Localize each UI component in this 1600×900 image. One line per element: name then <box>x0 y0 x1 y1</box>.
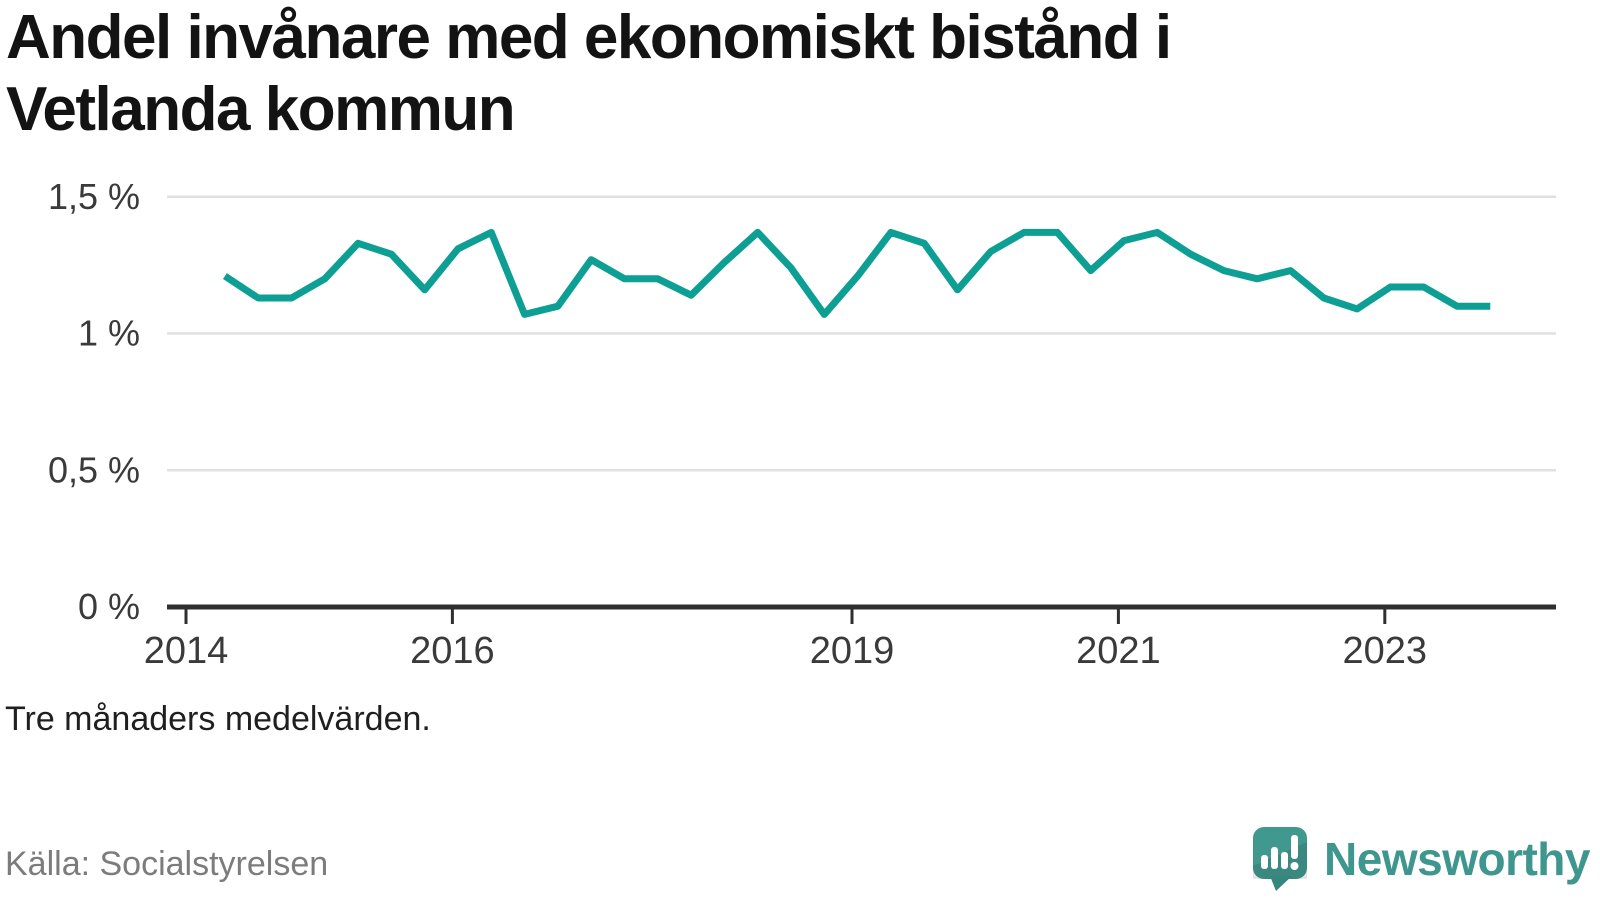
x-axis-label: 2016 <box>410 630 495 672</box>
x-axis-label: 2021 <box>1076 630 1161 672</box>
series-line <box>222 228 1491 318</box>
newsworthy-logo-icon <box>1253 827 1308 891</box>
newsworthy-logo: Newsworthy <box>1252 826 1590 892</box>
y-axis-label: 0 % <box>78 586 140 627</box>
page-title-line2: Vetlanda kommun <box>6 75 516 144</box>
y-axis-label: 1 % <box>78 313 140 354</box>
x-axis-label: 2023 <box>1343 630 1428 672</box>
page-title-line1: Andel invånare med ekonomiskt bistånd i <box>6 3 1172 72</box>
x-axis-label: 2019 <box>810 630 895 672</box>
source-label: Källa: Socialstyrelsen <box>5 845 329 883</box>
newsworthy-wordmark: Newsworthy <box>1324 833 1590 885</box>
y-axis-label: 1,5 % <box>48 176 140 217</box>
page-title: Andel invånare med ekonomiskt bistånd i … <box>6 2 1172 146</box>
y-axis-label: 0,5 % <box>48 449 140 490</box>
chart-note: Tre månaders medelvärden. <box>5 700 431 738</box>
x-axis-label: 2014 <box>144 630 229 672</box>
